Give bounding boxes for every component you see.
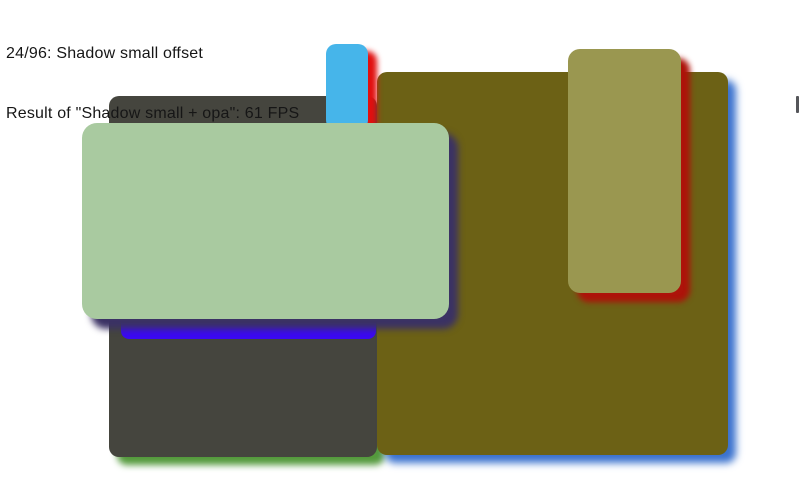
test-progress-line: 24/96: Shadow small offset [6,45,204,62]
previous-result-line: Result of "Shadow small + opa": 61 FPS [6,105,300,122]
edge-fragment-rect [796,96,799,113]
khaki-rect [568,49,681,293]
benchmark-status-text: 24/96: Shadow small offset Result of "Sh… [6,4,299,164]
sage-green-rect [82,123,449,319]
light-blue-rect [326,44,368,130]
